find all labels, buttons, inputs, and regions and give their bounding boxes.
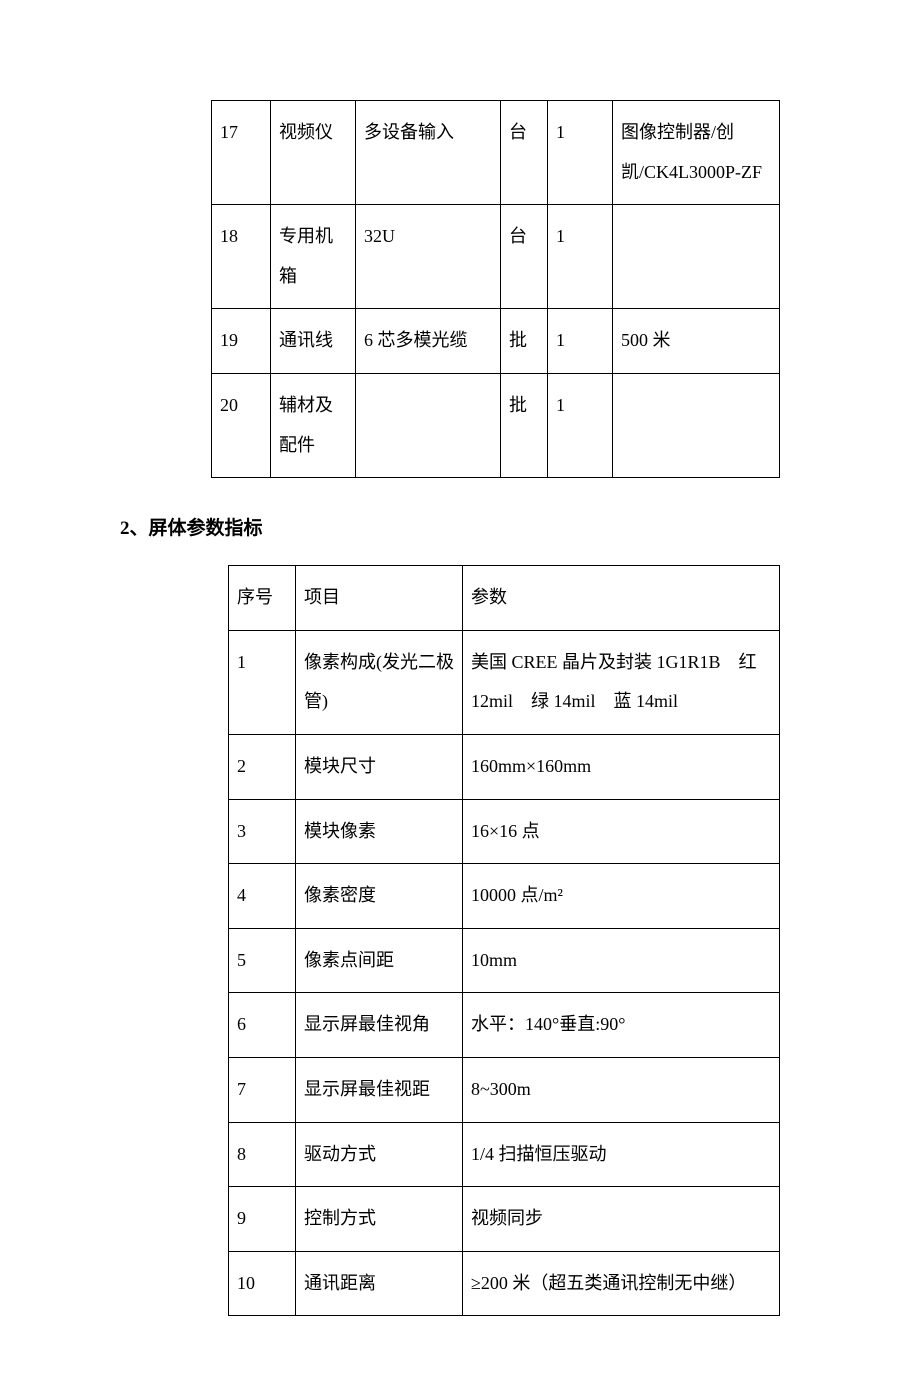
equipment-table: 17 视频仪 多设备输入 台 1 图像控制器/创凯/CK4L3000P-ZF 1…: [211, 100, 780, 478]
cell-item: 模块尺寸: [296, 734, 463, 799]
cell-qty: 1: [548, 101, 613, 205]
table-row: 17 视频仪 多设备输入 台 1 图像控制器/创凯/CK4L3000P-ZF: [212, 101, 780, 205]
parameter-table: 序号 项目 参数 1 像素构成(发光二极管) 美国 CREE 晶片及封装 1G1…: [228, 565, 780, 1316]
cell-spec: 多设备输入: [356, 101, 501, 205]
table-row: 8 驱动方式 1/4 扫描恒压驱动: [229, 1122, 780, 1187]
cell-no: 9: [229, 1187, 296, 1252]
cell-no: 3: [229, 799, 296, 864]
cell-param: 水平：140°垂直:90°: [463, 993, 780, 1058]
table-row: 19 通讯线 6 芯多模光缆 批 1 500 米: [212, 309, 780, 374]
table-row: 9 控制方式 视频同步: [229, 1187, 780, 1252]
table-row: 5 像素点间距 10mm: [229, 928, 780, 993]
cell-param: 16×16 点: [463, 799, 780, 864]
cell-param: 美国 CREE 晶片及封装 1G1R1B 红12mil 绿 14mil 蓝 14…: [463, 630, 780, 734]
table-header-row: 序号 项目 参数: [229, 566, 780, 631]
cell-item: 通讯距离: [296, 1251, 463, 1316]
cell-qty: 1: [548, 205, 613, 309]
cell-no: 7: [229, 1057, 296, 1122]
cell-item: 像素密度: [296, 864, 463, 929]
table-row: 2 模块尺寸 160mm×160mm: [229, 734, 780, 799]
cell-unit: 批: [501, 373, 548, 477]
cell-remark: 图像控制器/创凯/CK4L3000P-ZF: [613, 101, 780, 205]
cell-name: 通讯线: [271, 309, 356, 374]
table-row: 10 通讯距离 ≥200 米（超五类通讯控制无中继）: [229, 1251, 780, 1316]
cell-item: 像素构成(发光二极管): [296, 630, 463, 734]
table-row: 4 像素密度 10000 点/m²: [229, 864, 780, 929]
cell-item: 驱动方式: [296, 1122, 463, 1187]
cell-no: 19: [212, 309, 271, 374]
cell-param: ≥200 米（超五类通讯控制无中继）: [463, 1251, 780, 1316]
cell-no: 8: [229, 1122, 296, 1187]
table-row: 20 辅材及配件 批 1: [212, 373, 780, 477]
cell-item: 模块像素: [296, 799, 463, 864]
cell-remark: [613, 373, 780, 477]
cell-remark: [613, 205, 780, 309]
cell-qty: 1: [548, 309, 613, 374]
cell-remark: 500 米: [613, 309, 780, 374]
table-row: 3 模块像素 16×16 点: [229, 799, 780, 864]
cell-spec: [356, 373, 501, 477]
cell-param: 10mm: [463, 928, 780, 993]
cell-item: 显示屏最佳视角: [296, 993, 463, 1058]
cell-qty: 1: [548, 373, 613, 477]
cell-item: 控制方式: [296, 1187, 463, 1252]
header-param: 参数: [463, 566, 780, 631]
cell-item: 显示屏最佳视距: [296, 1057, 463, 1122]
cell-unit: 批: [501, 309, 548, 374]
table-row: 18 专用机箱 32U 台 1: [212, 205, 780, 309]
cell-no: 2: [229, 734, 296, 799]
cell-param: 8~300m: [463, 1057, 780, 1122]
cell-name: 视频仪: [271, 101, 356, 205]
cell-param: 10000 点/m²: [463, 864, 780, 929]
cell-no: 6: [229, 993, 296, 1058]
cell-param: 160mm×160mm: [463, 734, 780, 799]
cell-no: 10: [229, 1251, 296, 1316]
header-no: 序号: [229, 566, 296, 631]
cell-no: 5: [229, 928, 296, 993]
cell-param: 1/4 扫描恒压驱动: [463, 1122, 780, 1187]
document-page: 17 视频仪 多设备输入 台 1 图像控制器/创凯/CK4L3000P-ZF 1…: [0, 0, 920, 1396]
cell-no: 4: [229, 864, 296, 929]
cell-unit: 台: [501, 101, 548, 205]
cell-no: 18: [212, 205, 271, 309]
cell-no: 20: [212, 373, 271, 477]
table-row: 1 像素构成(发光二极管) 美国 CREE 晶片及封装 1G1R1B 红12mi…: [229, 630, 780, 734]
cell-no: 17: [212, 101, 271, 205]
table-row: 7 显示屏最佳视距 8~300m: [229, 1057, 780, 1122]
header-item: 项目: [296, 566, 463, 631]
cell-name: 专用机箱: [271, 205, 356, 309]
section-heading: 2、屏体参数指标: [120, 513, 800, 540]
cell-unit: 台: [501, 205, 548, 309]
table-row: 6 显示屏最佳视角 水平：140°垂直:90°: [229, 993, 780, 1058]
cell-item: 像素点间距: [296, 928, 463, 993]
cell-name: 辅材及配件: [271, 373, 356, 477]
cell-no: 1: [229, 630, 296, 734]
cell-spec: 32U: [356, 205, 501, 309]
cell-param: 视频同步: [463, 1187, 780, 1252]
cell-spec: 6 芯多模光缆: [356, 309, 501, 374]
